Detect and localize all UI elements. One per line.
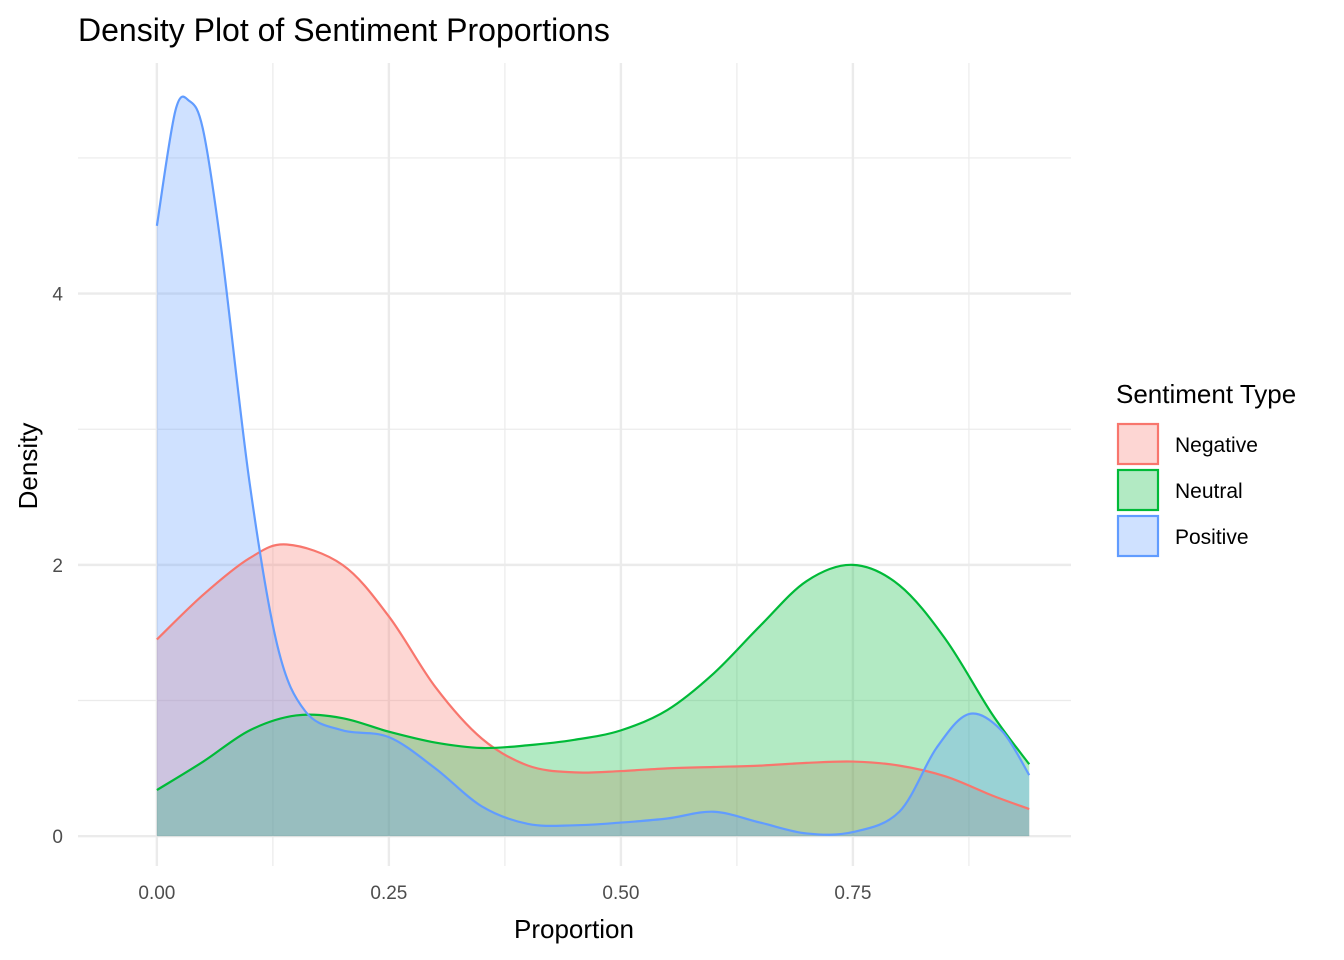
legend-label-negative: Negative [1175, 434, 1258, 457]
legend-key-neutral [1116, 468, 1160, 512]
y-axis-title: Density [13, 423, 43, 510]
density-lines [155, 95, 1031, 836]
line-neutral [156, 563, 1031, 791]
legend: Sentiment Type Negative Neutral Positive [1116, 379, 1296, 558]
legend-items: Negative Neutral Positive [1116, 422, 1258, 558]
area-neutral [156, 564, 1030, 837]
density-areas [156, 96, 1030, 837]
x-tick-label: 0.00 [138, 883, 175, 904]
line-negative [156, 543, 1030, 811]
major-gridlines [78, 63, 1071, 866]
x-axis-title: Proportion [514, 914, 634, 944]
legend-label-positive: Positive [1175, 526, 1249, 549]
legend-key-bg-negative [1117, 423, 1159, 465]
x-tick-labels: 0.00 0.25 0.50 0.75 [138, 883, 871, 904]
legend-label-neutral: Neutral [1175, 480, 1243, 503]
legend-key-positive [1116, 514, 1160, 558]
legend-title: Sentiment Type [1116, 379, 1296, 409]
legend-key-bg-neutral [1117, 469, 1159, 511]
x-tick-label: 0.25 [370, 883, 407, 904]
x-tick-label: 0.50 [602, 883, 639, 904]
chart-title: Density Plot of Sentiment Proportions [78, 12, 610, 48]
y-tick-labels: 0 2 4 [52, 285, 63, 849]
y-tick-label: 2 [52, 556, 63, 577]
area-positive [156, 96, 1030, 837]
x-tick-label: 0.75 [834, 883, 871, 904]
y-tick-label: 0 [52, 827, 63, 848]
y-tick-label: 4 [52, 285, 63, 306]
line-positive [155, 95, 1031, 836]
legend-key-bg-positive [1117, 515, 1159, 557]
legend-key-negative [1116, 422, 1160, 466]
